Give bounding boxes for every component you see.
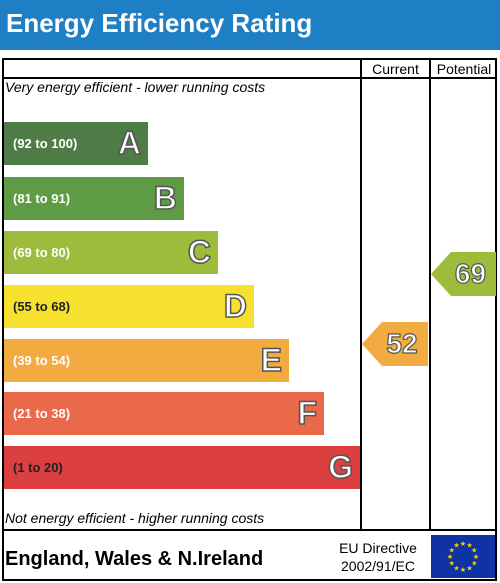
footer-region-label: England, Wales & N.Ireland: [5, 548, 264, 570]
eu-directive-line1: EU Directive: [339, 540, 417, 556]
band-letter: F: [297, 394, 318, 432]
band-letter: G: [327, 448, 353, 486]
eu-star-icon: ★: [453, 564, 459, 572]
band-range-label: (81 to 91): [13, 191, 71, 206]
potential-rating-arrow-shape: [431, 252, 496, 296]
potential-rating-value: 69: [454, 257, 487, 289]
band-range-label: (92 to 100): [13, 136, 78, 151]
eu-star-icon: ★: [473, 553, 479, 561]
band-g: (1 to 20) G: [4, 446, 360, 489]
band-d: (55 to 68) D: [4, 285, 254, 328]
band-e: (39 to 54) E: [4, 339, 289, 382]
eu-star-icon: ★: [453, 542, 459, 550]
band-letter: D: [223, 287, 248, 325]
eu-directive-line2: 2002/91/EC: [341, 558, 415, 574]
potential-column-divider: [429, 58, 431, 531]
current-column-header: Current: [372, 61, 419, 77]
eu-directive-label: EU Directive 2002/91/EC: [330, 539, 426, 575]
current-rating-value: 52: [386, 327, 418, 359]
eu-star-icon: ★: [449, 547, 455, 555]
eu-star-icon: ★: [471, 560, 477, 568]
eu-star-icon: ★: [471, 547, 477, 555]
band-range-label: (69 to 80): [13, 245, 71, 260]
band-c: (69 to 80) C: [4, 231, 218, 274]
top-efficiency-note: Very energy efficient - lower running co…: [5, 79, 266, 95]
header-bar: Energy Efficiency Rating: [0, 0, 500, 50]
current-rating-arrow: 52: [362, 322, 428, 366]
band-letter: B: [153, 179, 178, 217]
eu-star-icon: ★: [466, 564, 472, 572]
band-a: (92 to 100) A: [4, 122, 148, 165]
band-range-label: (55 to 68): [13, 299, 71, 314]
band-range-label: (39 to 54): [13, 353, 71, 368]
rating-table-frame: [2, 58, 497, 581]
header-row-divider: [2, 77, 497, 79]
band-range-label: (21 to 38): [13, 406, 71, 421]
potential-column-header: Potential: [436, 61, 492, 77]
eu-flag-icon: ★ ★ ★ ★ ★ ★ ★ ★ ★ ★ ★ ★: [431, 535, 495, 578]
band-letter: E: [260, 341, 283, 379]
current-rating-arrow-shape: [362, 322, 428, 366]
eu-star-icon: ★: [447, 553, 453, 561]
current-column-divider: [360, 58, 362, 531]
bottom-efficiency-note: Not energy efficient - higher running co…: [5, 510, 265, 526]
potential-rating-arrow: 69: [431, 252, 496, 296]
eu-star-icon: ★: [466, 542, 472, 550]
band-b: (81 to 91) B: [4, 177, 184, 220]
eu-flag-stars: ★ ★★★★★★★★★★★: [447, 540, 479, 574]
band-letter: C: [187, 233, 212, 271]
band-range-label: (1 to 20): [13, 460, 63, 475]
band-f: (21 to 38) F: [4, 392, 324, 435]
page-title: Energy Efficiency Rating: [6, 8, 313, 38]
eu-star-icon: ★: [460, 540, 466, 548]
footer-row-divider: [2, 529, 497, 531]
eu-star-icon: ★: [460, 566, 466, 574]
eu-star-icon: ★: [449, 560, 455, 568]
band-letter: A: [117, 124, 142, 162]
